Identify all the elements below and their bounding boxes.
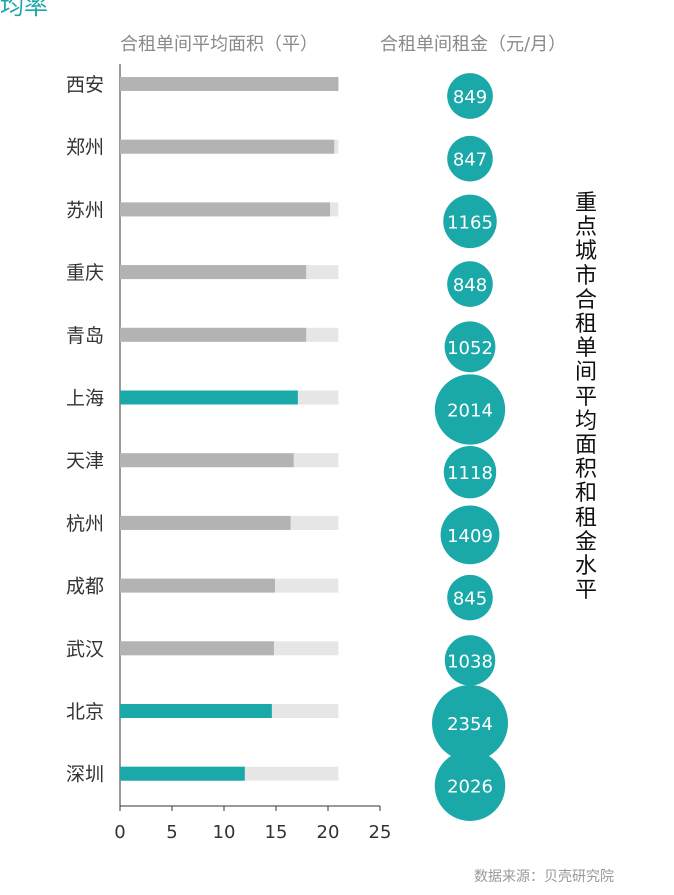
- rent-value-label: 2014: [447, 401, 493, 422]
- rent-value-label: 847: [453, 150, 487, 171]
- category-label: 武汉: [66, 638, 104, 660]
- rent-bubble: [447, 135, 493, 182]
- area-bar: [120, 453, 294, 468]
- side-title: 重点城市合租单间平均面积和租金水平: [574, 191, 597, 604]
- rent-bubble: [447, 73, 493, 119]
- area-bar: [120, 390, 298, 405]
- category-label: 成都: [66, 576, 104, 598]
- rent-bubble: [434, 750, 506, 821]
- area-bar: [120, 515, 291, 530]
- category-label: 天津: [66, 450, 104, 472]
- rent-value-label: 1052: [447, 338, 493, 359]
- area-bar: [120, 641, 274, 656]
- rent-bubble: [447, 261, 493, 307]
- rent-bubble: [443, 446, 497, 499]
- area-bar: [120, 578, 275, 593]
- rent-value-label: 1118: [447, 463, 493, 484]
- rent-bubble: [443, 194, 497, 249]
- x-tick-label: 25: [369, 822, 392, 843]
- x-tick-label: 20: [317, 822, 340, 843]
- x-tick-label: 0: [114, 822, 125, 843]
- rent-value-label: 845: [453, 589, 487, 610]
- rent-bubble: [444, 635, 496, 686]
- rent-value-label: 849: [453, 87, 487, 108]
- category-label: 青岛: [66, 325, 104, 347]
- rent-value-label: 1038: [447, 651, 493, 672]
- rent-header: 合租单间租金（元/月）: [380, 34, 567, 55]
- area-bar: [120, 766, 245, 781]
- area-bar: [120, 265, 307, 280]
- area-bar: [120, 139, 335, 154]
- area-bar: [120, 202, 331, 217]
- corner-title-fragment: 均率: [0, 0, 48, 20]
- category-label: 深圳: [66, 764, 104, 786]
- rent-bubble: [432, 685, 508, 761]
- area-bar: [120, 704, 272, 718]
- x-tick-label: 15: [265, 822, 288, 843]
- rent-bubble: [440, 505, 500, 565]
- rent-value-label: 1165: [447, 212, 493, 233]
- rent-bubble: [434, 374, 506, 445]
- area-header: 合租单间平均面积（平）: [120, 34, 318, 55]
- category-label: 杭州: [66, 513, 104, 535]
- category-label: 北京: [66, 701, 104, 723]
- rent-bubble: [444, 321, 496, 373]
- area-bar: [120, 77, 339, 91]
- category-label: 西安: [66, 74, 104, 96]
- rent-value-label: 2026: [447, 777, 493, 798]
- x-tick-label: 10: [213, 822, 236, 843]
- rent-value-label: 2354: [447, 714, 493, 735]
- rent-bubble: [447, 574, 493, 621]
- category-label: 重庆: [66, 262, 104, 284]
- category-label: 上海: [66, 388, 104, 410]
- category-label: 郑州: [66, 137, 104, 159]
- rent-value-label: 848: [453, 275, 487, 296]
- category-label: 苏州: [66, 199, 104, 221]
- rent-value-label: 1409: [447, 526, 493, 547]
- x-tick-label: 5: [166, 822, 177, 843]
- area-bar: [120, 327, 307, 342]
- source-note: 数据来源：贝壳研究院: [474, 869, 614, 885]
